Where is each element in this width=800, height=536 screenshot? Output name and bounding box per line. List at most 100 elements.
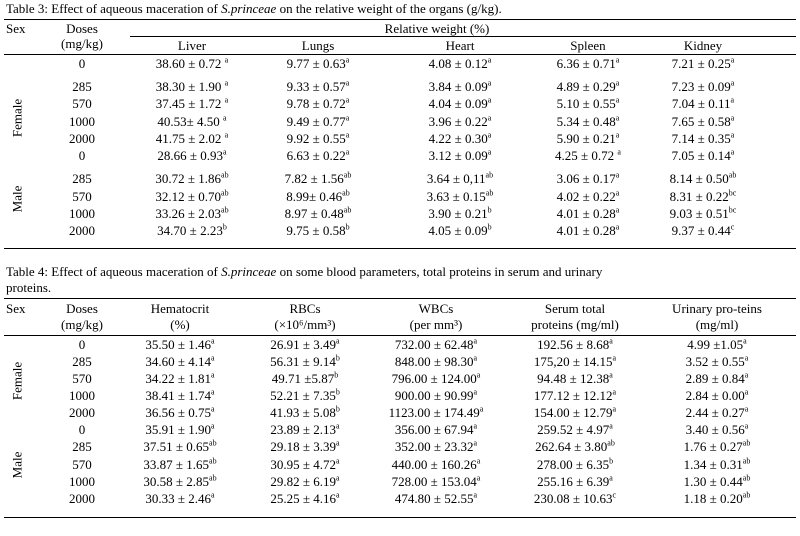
mean-sd: 7.23 ± 0.09 xyxy=(671,79,731,94)
significance-letter: a xyxy=(615,95,620,105)
dose-cell: 2000 xyxy=(69,491,95,506)
significance-letter: ab xyxy=(221,188,229,198)
mean-sd: 3.84 ± 0.09 xyxy=(428,79,488,94)
mean-sd: 4.99 ±1.05 xyxy=(687,337,744,352)
significance-letter: ab xyxy=(742,473,751,483)
value-cell: 40.53± 4.50 a xyxy=(157,114,226,129)
significance-letter: a xyxy=(730,130,735,140)
value-cell: 29.82 ± 6.19a xyxy=(270,474,339,489)
significance-letter: a xyxy=(224,130,229,140)
value-cell: 7.04 ± 0.11a xyxy=(672,96,734,111)
significance-letter: a xyxy=(223,147,227,157)
value-cell: 192.56 ± 8.68a xyxy=(537,337,613,352)
dose-cell: 570 xyxy=(72,371,92,386)
value-cell: 36.56 ± 0.75a xyxy=(145,405,214,420)
value-cell: 4.25 ± 0.72 a xyxy=(555,148,621,163)
dose-cell: 1000 xyxy=(69,388,95,403)
significance-letter: a xyxy=(730,113,735,123)
mean-sd: 4.08 ± 0.12 xyxy=(428,56,488,71)
mean-sd: 3.90 ± 0.21 xyxy=(428,206,488,221)
value-cell: 41.93 ± 5.08b xyxy=(270,405,340,420)
value-cell: 8.31 ± 0.22bc xyxy=(670,189,737,204)
significance-letter: a xyxy=(211,353,215,363)
value-cell: 154.00 ± 12.79a xyxy=(534,405,616,420)
value-cell: 25.25 ± 4.16a xyxy=(270,491,339,506)
mean-sd: 94.48 ± 12.38 xyxy=(537,371,610,386)
dose-cell: 2000 xyxy=(69,405,95,420)
significance-letter: ab xyxy=(209,473,217,483)
value-cell: 4.01 ± 0.28a xyxy=(557,223,620,238)
value-cell: 255.16 ± 6.39a xyxy=(537,474,613,489)
table3-group-rule xyxy=(130,36,796,37)
table3-caption: Table 3: Effect of aqueous maceration of… xyxy=(6,1,502,16)
significance-letter: a xyxy=(345,113,350,123)
dose-cell: 285 xyxy=(72,354,92,369)
significance-letter: a xyxy=(211,404,215,414)
value-cell: 4.99 ±1.05a xyxy=(687,337,746,352)
significance-letter: a xyxy=(336,438,340,448)
significance-letter: bc xyxy=(728,188,737,198)
value-cell: 440.00 ± 160.26a xyxy=(392,457,481,472)
mean-sd: 8.97 ± 0.48 xyxy=(284,206,344,221)
significance-letter: ab xyxy=(607,438,615,448)
significance-letter: a xyxy=(336,490,340,500)
significance-letter: ab xyxy=(343,205,352,215)
value-cell: 33.87 ± 1.65ab xyxy=(143,457,216,472)
significance-letter: a xyxy=(223,113,227,123)
significance-letter: ab xyxy=(485,188,494,198)
significance-letter: a xyxy=(473,490,478,500)
value-cell: 9.92 ± 0.55a xyxy=(287,131,350,146)
value-cell: 7.82 ± 1.56ab xyxy=(285,171,352,186)
significance-letter: a xyxy=(615,113,620,123)
value-cell: 278.00 ± 6.35b xyxy=(537,457,613,472)
significance-letter: a xyxy=(473,438,478,448)
value-cell: 6.36 ± 0.71a xyxy=(557,56,620,71)
mean-sd: 9.78 ± 0.72 xyxy=(286,96,346,111)
value-cell: 7.65 ± 0.58a xyxy=(672,114,735,129)
value-cell: 30.95 ± 4.72a xyxy=(270,457,339,472)
mean-sd: 34.70 ± 2.23 xyxy=(157,223,223,238)
mean-sd: 29.18 ± 3.39 xyxy=(270,439,337,454)
value-cell: 9.03 ± 0.51bc xyxy=(670,206,737,221)
value-cell: 7.14 ± 0.35a xyxy=(672,131,735,146)
mean-sd: 32.12 ± 0.70 xyxy=(155,189,222,204)
significance-letter: ab xyxy=(485,170,494,180)
table4-col-serum: Serum total xyxy=(544,301,606,316)
value-cell: 35.50 ± 1.46a xyxy=(145,337,214,352)
species-name: S.princeae xyxy=(221,1,277,16)
mean-sd: 23.89 ± 2.13 xyxy=(270,422,337,437)
significance-letter: a xyxy=(487,95,492,105)
species-name: S.princeae xyxy=(221,264,277,279)
mean-sd: 30.95 ± 4.72 xyxy=(270,457,337,472)
mean-sd: 4.01 ± 0.28 xyxy=(556,223,616,238)
mean-sd: 56.31 ± 9.14 xyxy=(270,354,336,369)
significance-letter: a xyxy=(479,404,484,414)
significance-letter: a xyxy=(612,387,617,397)
significance-letter: c xyxy=(730,222,735,232)
value-cell: 41.75 ± 2.02 a xyxy=(156,131,228,146)
value-cell: 3.12 ± 0.09a xyxy=(429,148,492,163)
significance-letter: a xyxy=(615,205,620,215)
mean-sd: 52.21 ± 7.35 xyxy=(270,388,336,403)
mean-sd: 37.45 ± 1.72 xyxy=(155,96,225,111)
significance-letter: ab xyxy=(742,456,751,466)
mean-sd: 356.00 ± 67.94 xyxy=(394,422,474,437)
significance-letter: a xyxy=(211,387,215,397)
value-cell: 4.04 ± 0.09a xyxy=(429,96,492,111)
mean-sd: 33.87 ± 1.65 xyxy=(143,457,210,472)
significance-letter: a xyxy=(617,147,621,157)
mean-sd: 7.82 ± 1.56 xyxy=(284,171,344,186)
significance-letter: ab xyxy=(742,490,751,500)
value-cell: 2.89 ± 0.84a xyxy=(686,371,749,386)
value-cell: 30.72 ± 1.86ab xyxy=(155,171,228,186)
mean-sd: 9.49 ± 0.77 xyxy=(286,114,346,129)
mean-sd: 3.64 ± 0,11 xyxy=(426,171,486,186)
significance-letter: a xyxy=(744,404,749,414)
significance-letter: a xyxy=(487,130,492,140)
value-cell: 796.00 ± 124.00a xyxy=(392,371,481,386)
mean-sd: 2.84 ± 0.00 xyxy=(685,388,745,403)
mean-sd: 7.14 ± 0.35 xyxy=(671,131,731,146)
value-cell: 6.63 ± 0.22a xyxy=(287,148,350,163)
value-cell: 732.00 ± 62.48a xyxy=(395,337,477,352)
significance-letter: a xyxy=(487,55,492,65)
